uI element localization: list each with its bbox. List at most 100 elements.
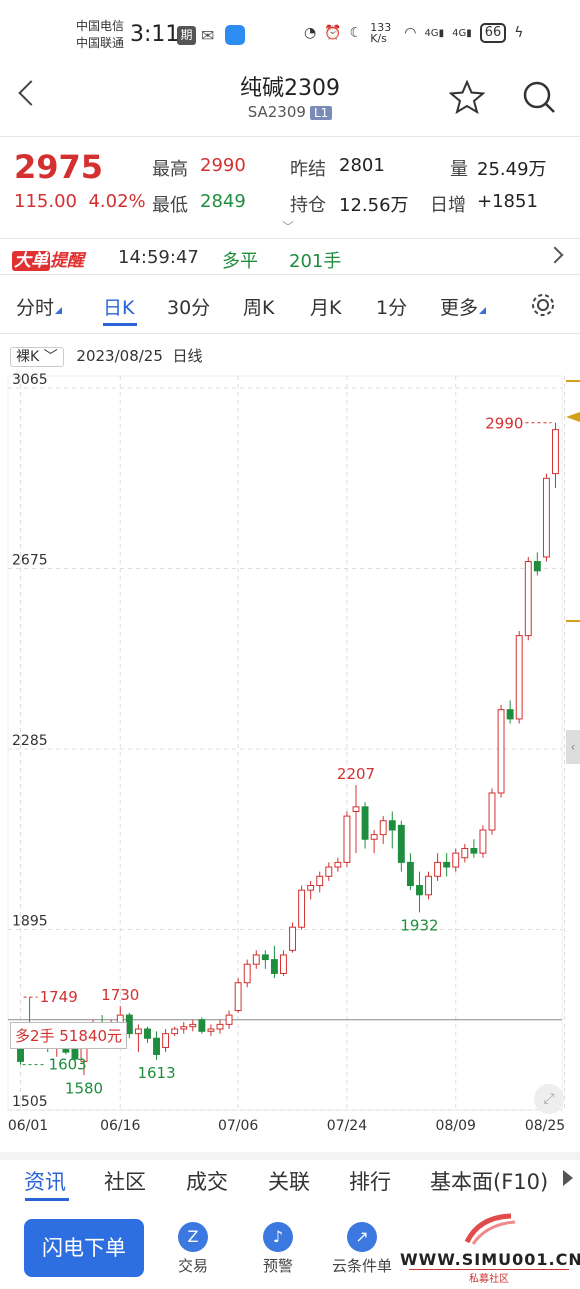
- favorite-star-icon[interactable]: [449, 80, 485, 114]
- header-divider: [0, 136, 580, 137]
- candle-up: [379, 820, 387, 836]
- trade-label: 交易: [177, 1257, 208, 1275]
- candle-up: [370, 834, 378, 840]
- tab-more[interactable]: 更多: [440, 293, 487, 320]
- cloud-order-button[interactable]: ↗ 云条件单: [327, 1222, 397, 1276]
- change-pct: 4.02%: [88, 191, 146, 212]
- cloud-order-icon: ↗: [347, 1222, 377, 1252]
- tab-ranking[interactable]: 排行: [349, 1170, 391, 1194]
- x-tick-label: 08/25: [525, 1118, 565, 1134]
- low-value: 2849: [200, 191, 246, 212]
- candle-down: [470, 848, 478, 854]
- price-alert-button[interactable]: ♪ 预警: [243, 1222, 313, 1276]
- tab-30min[interactable]: 30分: [167, 297, 211, 319]
- settings-gear-icon[interactable]: [530, 292, 556, 318]
- speed-icon: ◔: [304, 25, 317, 41]
- tab-weekly-k[interactable]: 周K: [243, 297, 275, 319]
- candle-up: [243, 963, 251, 984]
- search-icon[interactable]: [521, 79, 557, 115]
- y-tick-label: 2285: [12, 733, 48, 749]
- tab-community[interactable]: 社区: [104, 1170, 146, 1194]
- annotation-label: 1932: [400, 916, 438, 934]
- price-alert-label: 预警: [262, 1257, 293, 1275]
- candle-up: [343, 815, 351, 863]
- tab-1min[interactable]: 1分: [376, 297, 408, 319]
- tab-daily-k[interactable]: 日K: [103, 297, 135, 319]
- candle-down: [533, 561, 541, 572]
- x-tick-label: 07/24: [327, 1118, 367, 1134]
- candle-up: [515, 635, 523, 720]
- candle-up: [189, 1023, 197, 1028]
- candle-up: [216, 1023, 224, 1030]
- tab-trades[interactable]: 成交: [186, 1170, 228, 1194]
- candle-up: [434, 861, 442, 877]
- side-panel-handle[interactable]: ‹: [566, 730, 580, 764]
- candle-down: [361, 806, 369, 840]
- tab-monthly-k[interactable]: 月K: [310, 297, 342, 319]
- candle-up: [352, 806, 360, 812]
- expand-chevron-icon[interactable]: ﹀: [282, 220, 295, 234]
- candle-up: [542, 477, 550, 558]
- candle-up: [325, 866, 333, 877]
- candle-up: [488, 792, 496, 831]
- candle-up: [461, 848, 469, 859]
- signal-2: 4G▮: [452, 27, 472, 39]
- annotation-label: 1730: [101, 986, 139, 1004]
- active-tab-underline: [103, 323, 137, 326]
- alert-qty: 201手: [289, 251, 342, 272]
- candle-up: [497, 709, 505, 794]
- candle-down: [506, 709, 514, 720]
- fullscreen-icon[interactable]: ⤢: [534, 1084, 564, 1114]
- candle-up: [479, 829, 487, 854]
- chart-date: 2023/08/25: [76, 347, 163, 365]
- low-label: 最低: [152, 195, 188, 216]
- battery-icon: 66: [479, 23, 507, 43]
- high-value: 2990: [200, 155, 246, 176]
- candle-down: [443, 861, 451, 868]
- cloud-order-label: 云条件单: [331, 1257, 392, 1275]
- candle-down: [270, 959, 278, 974]
- tab-fundamentals[interactable]: 基本面(F10): [430, 1170, 549, 1194]
- candlestick-chart[interactable]: 3065 2675 2285 1895 1505 06/01 06/16 07/06 07/24…: [0, 370, 580, 1140]
- watermark: WWW.SIMU001.CN 私募社区: [400, 1212, 580, 1285]
- bell-icon: ♪: [263, 1222, 293, 1252]
- annotation-label: 1580: [65, 1079, 103, 1097]
- tab-related[interactable]: 关联: [268, 1170, 310, 1194]
- candle-down: [261, 954, 269, 961]
- open-interest-label: 持仓: [290, 195, 326, 216]
- net-speed: 133 K/s: [370, 21, 392, 45]
- candle-up: [524, 561, 532, 637]
- candle-up: [298, 889, 306, 928]
- adjust-select[interactable]: 裸K ﹀: [10, 347, 64, 367]
- y-tick-label: 1505: [12, 1094, 48, 1110]
- alert-chevron-icon[interactable]: [546, 246, 564, 264]
- trade-button[interactable]: Z 交易: [158, 1222, 228, 1276]
- volume-label: 量: [450, 159, 468, 180]
- tab-timeshare[interactable]: 分时: [16, 293, 63, 320]
- chart-freq: 日线: [172, 347, 203, 365]
- tab-news[interactable]: 资讯: [24, 1170, 66, 1194]
- candle-up: [316, 875, 324, 887]
- carrier-1: 中国电信: [76, 19, 125, 33]
- candle-up: [252, 954, 260, 965]
- y-tick-label: 1895: [12, 914, 48, 930]
- page-title: 纯碱2309: [240, 76, 340, 101]
- x-tick-label: 06/01: [8, 1118, 48, 1134]
- candle-up: [225, 1014, 233, 1025]
- quote-divider: [0, 238, 580, 239]
- candle-up: [289, 926, 296, 951]
- quick-order-button[interactable]: 闪电下单: [24, 1219, 144, 1277]
- status-time: 3:11: [130, 22, 180, 47]
- watermark-sub: 私募社区: [409, 1269, 569, 1285]
- last-price: 2975: [14, 148, 104, 186]
- candle-up: [234, 982, 242, 1011]
- alert-badge-1: 大单: [12, 251, 50, 271]
- volume-value: 25.49万: [477, 159, 547, 180]
- price-change: 115.00 4.02%: [14, 191, 146, 212]
- tabs-scroll-right-icon[interactable]: [563, 1170, 573, 1186]
- prev-settle-label: 昨结: [290, 159, 326, 180]
- prev-settle-value: 2801: [339, 155, 385, 176]
- annotation-label: 1613: [137, 1064, 175, 1082]
- watermark-site: WWW.SIMU001.CN: [400, 1250, 580, 1269]
- change-value: 115.00: [14, 191, 77, 212]
